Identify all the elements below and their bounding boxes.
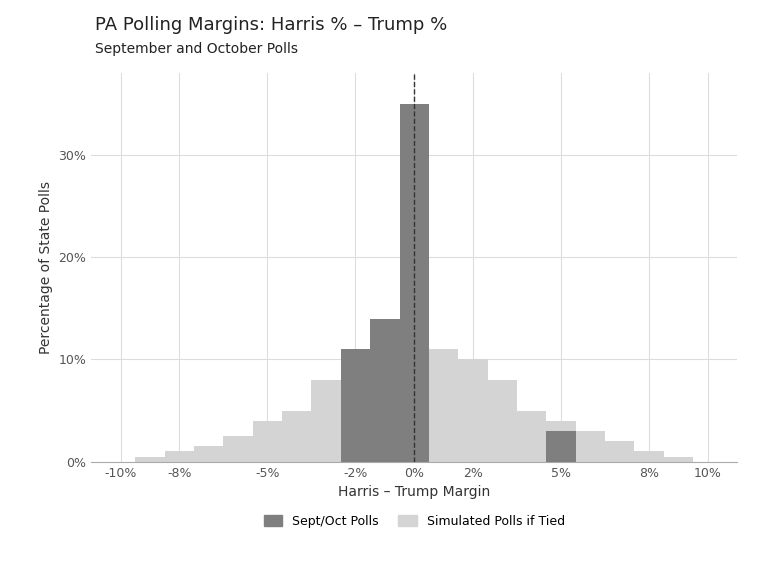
Bar [546, 431, 575, 462]
Bar [546, 421, 575, 462]
Text: September and October Polls: September and October Polls [95, 42, 298, 56]
Bar [575, 431, 605, 462]
Bar [488, 380, 517, 462]
Bar [340, 359, 370, 462]
Bar [635, 452, 663, 462]
Text: PA Polling Margins: Harris % – Trump %: PA Polling Margins: Harris % – Trump % [95, 16, 447, 34]
X-axis label: Harris – Trump Margin: Harris – Trump Margin [338, 485, 490, 499]
Bar [370, 319, 400, 462]
Bar [312, 380, 340, 462]
Bar [370, 349, 400, 462]
Bar [340, 349, 370, 462]
Bar [458, 359, 488, 462]
Bar [252, 421, 282, 462]
Bar [400, 339, 429, 462]
Bar [282, 410, 312, 462]
Y-axis label: Percentage of State Polls: Percentage of State Polls [39, 181, 53, 354]
Bar [194, 446, 223, 462]
Legend: Sept/Oct Polls, Simulated Polls if Tied: Sept/Oct Polls, Simulated Polls if Tied [258, 510, 570, 533]
Bar [223, 436, 252, 462]
Bar [135, 457, 165, 462]
Bar [605, 441, 635, 462]
Bar [165, 452, 194, 462]
Bar [400, 104, 429, 462]
Bar [663, 457, 693, 462]
Bar [517, 410, 546, 462]
Bar [429, 349, 458, 462]
